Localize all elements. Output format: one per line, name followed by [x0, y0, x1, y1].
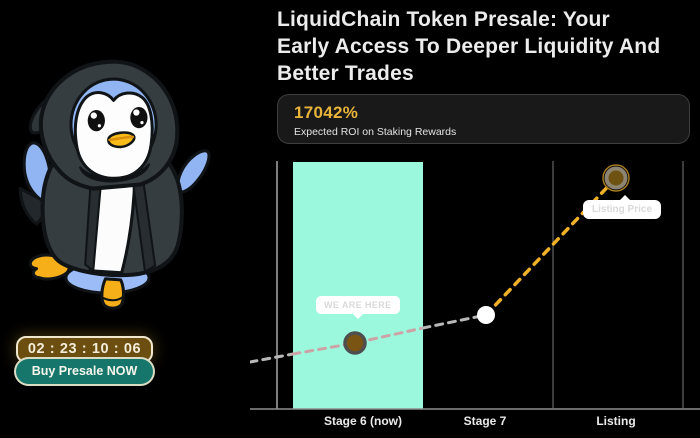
buy-presale-button[interactable]: Buy Presale NOW — [14, 357, 155, 386]
current-stage-point — [343, 331, 367, 355]
page-title-line: LiquidChain Token Presale: Your — [277, 8, 610, 31]
page-title-line: Better Trades — [277, 62, 414, 85]
penguin-foot-toe-line — [102, 296, 124, 302]
presale-stage-chart: WE ARE HERE Listing Price Stage 6 (now) … — [250, 158, 700, 436]
penguin-right-foot — [100, 277, 126, 310]
stage7-point — [477, 306, 495, 324]
page-title: LiquidChain Token Presale: Your Early Ac… — [277, 6, 699, 87]
penguin-beak-line — [108, 135, 135, 142]
penguin-eyes — [87, 106, 148, 132]
roi-caption: Expected ROI on Staking Rewards — [294, 126, 457, 138]
we-are-here-label: WE ARE HERE — [324, 300, 392, 310]
roi-value: 17042% — [294, 103, 359, 122]
listing-point — [604, 166, 628, 190]
stage-chart-canvas — [250, 161, 700, 410]
countdown-value: 02 : 23 : 10 : 06 — [27, 341, 142, 357]
page-title-line: Early Access To Deeper Liquidity And — [277, 35, 661, 58]
x-label-stage7: Stage 7 — [463, 414, 507, 428]
roi-card: 17042% Expected ROI on Staking Rewards — [277, 94, 690, 144]
penguin-right-flipper — [175, 149, 211, 194]
penguin-chin-shadow — [79, 163, 151, 183]
countdown-widget: 02 : 23 : 10 : 06 Buy Presale NOW — [14, 334, 159, 392]
listing-point-outer-ring — [602, 164, 630, 192]
listing-price-tooltip: Listing Price — [583, 195, 662, 219]
we-are-here-tooltip: WE ARE HERE — [316, 296, 400, 314]
penguin-mascot — [18, 59, 211, 310]
penguin-left-sleeve — [18, 187, 55, 226]
x-label-listing: Listing — [596, 414, 636, 428]
current-stage-highlight — [293, 162, 423, 409]
x-label-stage6: Stage 6 (now) — [323, 414, 403, 428]
listing-price-label: Listing Price — [592, 204, 653, 215]
